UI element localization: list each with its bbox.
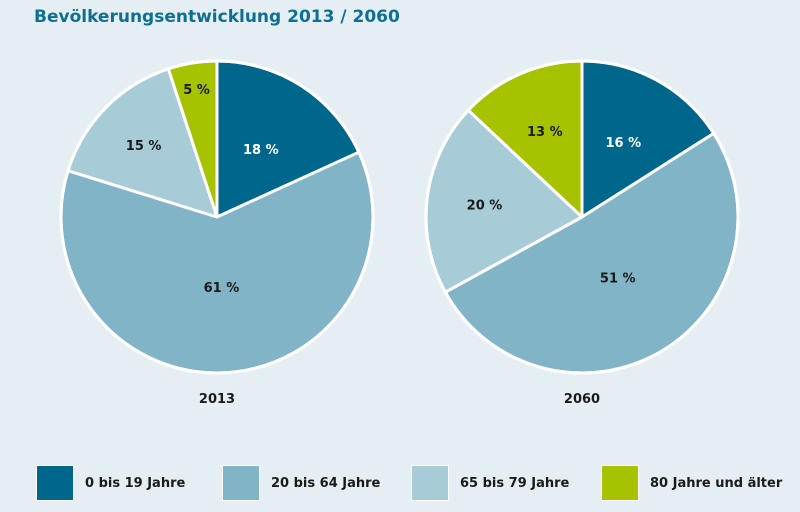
legend-label: 80 Jahre und älter: [650, 475, 783, 491]
slice-label-2013-2: 15 %: [126, 139, 162, 154]
slice-label-2013-1: 61 %: [204, 281, 240, 296]
pie-chart-2060: 16 % 51 % 20 % 13 %: [424, 59, 740, 375]
legend-swatch: [601, 465, 639, 501]
slice-label-2013-0: 18 %: [243, 143, 279, 158]
legend-item-65-79: 65 bis 79 Jahre: [411, 465, 569, 501]
legend-label: 20 bis 64 Jahre: [271, 475, 381, 491]
slice-label-2060-1: 51 %: [600, 271, 636, 286]
pie-outline: [424, 59, 740, 375]
legend-label: 65 bis 79 Jahre: [460, 475, 570, 491]
pie-chart-2013: 18 % 61 % 15 % 5 %: [59, 59, 375, 375]
year-label-2013: 2013: [198, 392, 236, 407]
legend-swatch: [36, 465, 74, 501]
legend-item-80-plus: 80 Jahre und älter: [601, 465, 782, 501]
legend-item-20-64: 20 bis 64 Jahre: [222, 465, 380, 501]
legend-item-0-19: 0 bis 19 Jahre: [36, 465, 185, 501]
slice-label-2013-3: 5 %: [183, 83, 210, 98]
chart-title: Bevölkerungsentwicklung 2013 / 2060: [34, 7, 400, 27]
slice-label-2060-0: 16 %: [606, 136, 642, 151]
slice-label-2060-3: 13 %: [527, 125, 563, 140]
slice-label-2060-2: 20 %: [467, 199, 503, 214]
year-label-2060: 2060: [563, 392, 601, 407]
legend-swatch: [222, 465, 260, 501]
legend-label: 0 bis 19 Jahre: [85, 475, 186, 491]
legend-swatch: [411, 465, 449, 501]
pie-outline: [59, 59, 375, 375]
